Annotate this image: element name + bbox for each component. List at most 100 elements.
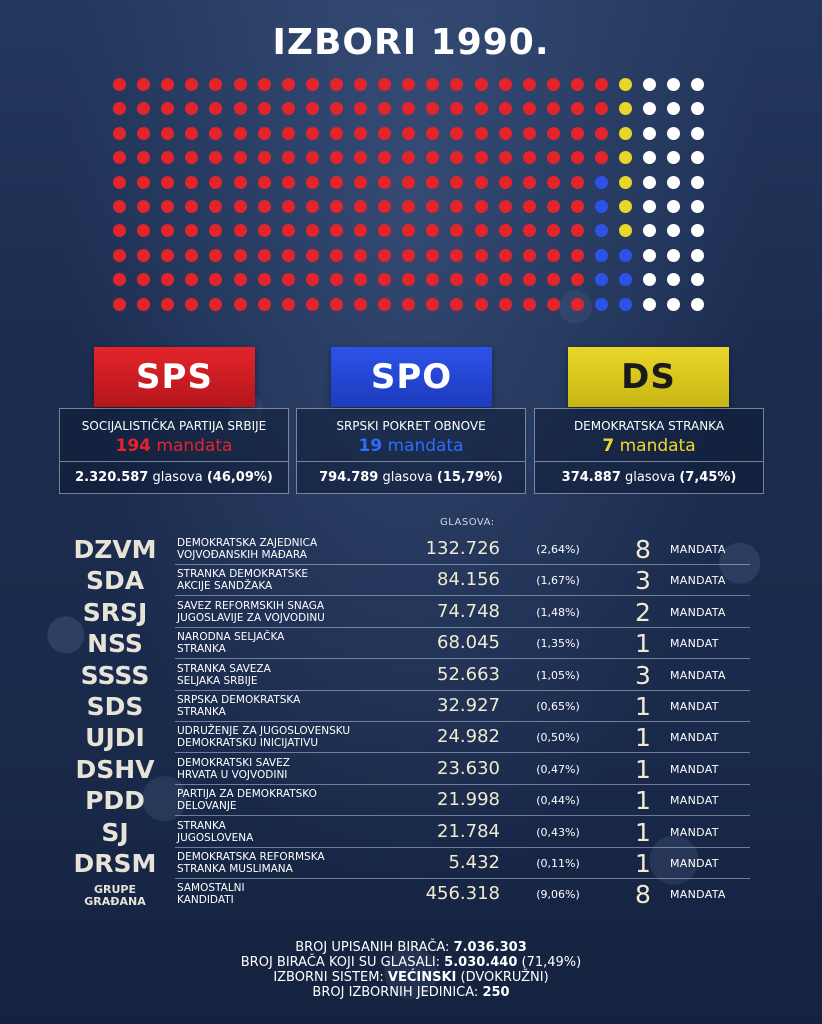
- seat-dot-red: [281, 224, 295, 238]
- seat-dot-blue: [595, 297, 608, 311]
- party-seats: 2: [635, 597, 651, 627]
- seats-word: mandata: [151, 436, 233, 456]
- sps-badge: SPS: [94, 347, 255, 407]
- votes-pct: (7,45%): [679, 470, 737, 485]
- seat-dot-red: [281, 297, 295, 311]
- seats-label: MANDAT: [670, 731, 719, 745]
- seat-dot-red: [185, 102, 199, 116]
- seat-dot-red: [402, 248, 416, 262]
- party-seats: 1: [635, 692, 651, 721]
- seats-label: MANDAT: [670, 762, 719, 776]
- seat-dot-blue: [619, 273, 633, 287]
- party-seats: 1: [635, 817, 651, 847]
- seat-dot-red: [595, 78, 608, 91]
- seats-number: 19: [358, 436, 383, 456]
- seat-dot-red: [233, 151, 247, 165]
- party-pct: (9,06%): [536, 888, 580, 902]
- seat-dot-red: [257, 78, 271, 91]
- seat-dot-red: [113, 102, 126, 116]
- votes-number: 374.887: [561, 470, 621, 485]
- seat-dot-red: [522, 297, 536, 311]
- seat-dot-white: [643, 273, 657, 287]
- seat-dot-red: [137, 297, 151, 311]
- seat-dot-white: [691, 200, 705, 213]
- party-seats: 19 mandata: [297, 436, 525, 456]
- seat-dot-red: [498, 175, 512, 189]
- seat-dot-red: [354, 297, 367, 311]
- seat-dot-white: [667, 248, 681, 262]
- seat-dot-red: [209, 102, 223, 116]
- seat-dot-red: [522, 273, 536, 287]
- value: 250: [482, 985, 510, 1000]
- electoral-units-line: BROJ IZBORNIH JEDINICA: 250: [0, 985, 822, 1000]
- seat-dot-red: [137, 200, 151, 213]
- seats-label: MANDATA: [670, 574, 726, 588]
- seat-dot-red: [450, 102, 464, 116]
- row-divider: [175, 689, 750, 691]
- seat-dot-white: [691, 297, 705, 311]
- seat-dot-red: [137, 102, 151, 116]
- votes-word: glasova: [378, 470, 437, 485]
- electoral-system-line: IZBORNI SISTEM: VEĆINSKI (DVOKRUŽNI): [0, 970, 822, 985]
- seat-dot-red: [137, 273, 151, 287]
- seat-dot-red: [354, 126, 367, 140]
- party-pct: (0,47%): [536, 762, 580, 776]
- party-votes: 2.320.587 glasova (46,09%): [60, 470, 288, 485]
- seat-dot-red: [426, 126, 440, 140]
- seat-dot-white: [691, 78, 705, 91]
- party-seats: 1: [635, 849, 651, 878]
- seat-dot-red: [305, 200, 319, 213]
- party-votes: 456.318: [425, 883, 500, 905]
- seat-dot-red: [546, 248, 560, 262]
- seat-dot-red: [354, 151, 367, 165]
- seat-dot-white: [667, 78, 681, 91]
- seat-dot-red: [137, 126, 151, 140]
- seat-dot-red: [426, 102, 440, 116]
- table-row: GRUPE GRAĐANA SAMOSTALNI KANDIDATI 456.318…: [60, 880, 750, 910]
- seat-dot-red: [378, 248, 392, 262]
- seat-dot-red: [185, 297, 199, 311]
- seat-dot-red: [498, 151, 512, 165]
- party-pct: (1,05%): [536, 668, 580, 682]
- seat-dot-red: [329, 297, 343, 311]
- seat-dot-white: [643, 224, 657, 238]
- seat-dot-red: [354, 78, 367, 91]
- table-row: UJDI UDRUŽENJE ZA JUGOSLOVENSKU DEMOKRATS…: [60, 723, 750, 754]
- party-abbr: UJDI: [85, 723, 145, 753]
- seat-dot-red: [498, 224, 512, 238]
- seat-dot-red: [137, 151, 151, 165]
- party-votes: 32.927: [437, 695, 500, 716]
- party-full-name: DEMOKRATSKI SAVEZ HRVATA U VOJVODINI: [177, 756, 290, 781]
- seat-dot-white: [667, 102, 681, 116]
- seat-dot-white: [691, 248, 705, 262]
- seat-dot-red: [209, 248, 223, 262]
- seat-dot-red: [546, 126, 560, 140]
- seat-dot-red: [474, 151, 488, 165]
- seat-dot-yellow: [619, 151, 633, 165]
- seat-dot-red: [450, 200, 464, 213]
- seat-dot-red: [426, 248, 440, 262]
- seat-dot-white: [691, 175, 705, 189]
- seat-dot-red: [474, 126, 488, 140]
- seat-dot-red: [233, 297, 247, 311]
- seat-dot-red: [570, 151, 584, 165]
- seats-label: MANDATA: [670, 543, 726, 556]
- seat-dot-blue: [595, 273, 608, 287]
- party-full-name: DEMOKRATSKA REFORMSKA STRANKA MUSLIMANA: [177, 851, 325, 875]
- seat-dot-red: [595, 126, 608, 140]
- seat-dot-red: [595, 151, 608, 165]
- seat-dot-red: [329, 151, 343, 165]
- registered-voters-line: BROJ UPISANIH BIRAČA: 7.036.303: [0, 940, 822, 955]
- seat-dot-red: [185, 175, 199, 189]
- seat-dot-white: [667, 151, 681, 165]
- seat-dot-white: [643, 126, 657, 140]
- seat-dot-blue: [619, 248, 633, 262]
- party-name: DEMOKRATSKA STRANKA: [573, 419, 725, 433]
- row-divider: [175, 658, 750, 660]
- party-seats: 3: [635, 566, 651, 596]
- seat-dot-red: [161, 273, 175, 287]
- seat-dot-red: [498, 273, 512, 287]
- seat-dot-red: [426, 273, 440, 287]
- seat-dot-red: [450, 224, 464, 238]
